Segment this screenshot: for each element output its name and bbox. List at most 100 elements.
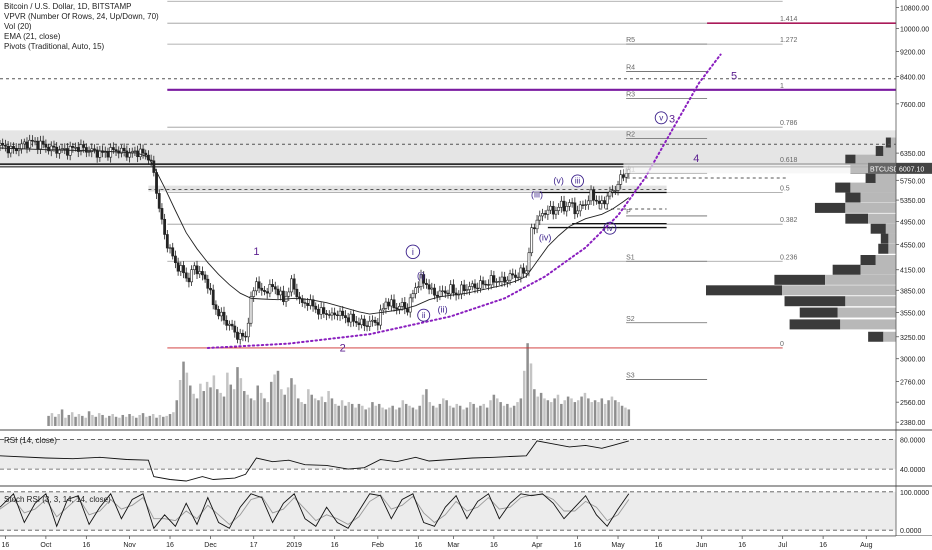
indicator-vpvr[interactable]: VPVR (Number Of Rows, 24, Up/Down, 70) xyxy=(4,12,159,21)
price-tick-label: 10800.00 xyxy=(900,6,929,13)
volume-bar xyxy=(199,383,202,426)
highlight-zone-0 xyxy=(0,130,896,167)
candle-body xyxy=(90,148,94,153)
vpvr-row-up xyxy=(885,137,891,148)
volume-bar xyxy=(506,403,509,426)
indicator-legend: Bitcoin / U.S. Dollar, 1D, BITSTAMP VPVR… xyxy=(4,2,159,52)
time-tick-label: Jun xyxy=(696,542,707,549)
fib-label: 1.618 xyxy=(780,0,798,1)
candle-body xyxy=(543,213,547,215)
candle-body xyxy=(87,151,91,153)
candle-body xyxy=(195,265,199,275)
pivot-label: R4 xyxy=(626,65,635,72)
indicator-ema[interactable]: EMA (21, close) xyxy=(4,32,61,41)
stoch-rsi-title[interactable]: Stoch RSI (3, 3, 14, 14, close) xyxy=(4,495,111,504)
volume-bar xyxy=(273,374,276,426)
time-tick-label: Apr xyxy=(532,542,544,549)
volume-bar xyxy=(293,384,297,426)
volume-bar xyxy=(84,417,87,426)
volume-bar xyxy=(560,403,563,426)
volume-bar xyxy=(452,407,455,426)
time-axis-bg xyxy=(0,536,932,550)
candle-body xyxy=(30,139,34,142)
candle-body xyxy=(344,315,347,319)
stoch-level-label: 0.0000 xyxy=(900,528,922,535)
stoch-k-line xyxy=(0,492,630,530)
candle-body xyxy=(624,173,628,178)
rsi-pane[interactable] xyxy=(0,439,896,482)
volume-bar xyxy=(91,414,94,426)
candle-body xyxy=(95,149,99,158)
candle-body xyxy=(236,331,239,340)
candle-body xyxy=(125,150,129,158)
rsi-title[interactable]: RSI (14, close) xyxy=(4,436,57,445)
volume-bar xyxy=(590,402,593,426)
vpvr-row-up xyxy=(875,145,884,156)
candle-body xyxy=(414,287,418,295)
candle-body xyxy=(6,145,10,154)
candle-body xyxy=(503,276,507,283)
pivot-label: S3 xyxy=(626,373,635,380)
fib-label: 0.5 xyxy=(780,186,790,193)
volume-bar xyxy=(124,416,128,426)
volume-bar xyxy=(465,407,469,426)
candle-body xyxy=(403,302,407,309)
stoch-rsi-pane[interactable] xyxy=(0,491,896,531)
candle-body xyxy=(349,313,353,323)
candle-body xyxy=(600,200,604,204)
volume-bar xyxy=(253,400,256,426)
price-tick-label: 7600.00 xyxy=(900,102,925,109)
price-tick-label: 3250.00 xyxy=(900,335,925,342)
volume-bar xyxy=(212,375,216,426)
candle-body xyxy=(478,280,482,289)
candle-body xyxy=(292,278,296,290)
candle-body xyxy=(549,205,552,211)
main-pane[interactable]: 0 0.236 0.382 0.5 0.618 0.786 1 1.272 1.414 1.618… xyxy=(0,0,896,428)
candle-body xyxy=(589,189,593,202)
candle-body xyxy=(66,148,69,156)
volume-bar xyxy=(408,405,411,426)
fib-label: 1 xyxy=(780,83,784,90)
candle-body xyxy=(317,308,320,315)
candle-body xyxy=(592,189,596,201)
volume-bar xyxy=(286,387,290,426)
candle-body xyxy=(165,234,169,249)
volume-bar xyxy=(469,402,472,426)
volume-bar xyxy=(495,398,499,426)
volume-bar xyxy=(290,378,293,426)
volume-bar xyxy=(354,407,357,426)
rsi-level-label: 80.0000 xyxy=(900,437,925,444)
candle-body xyxy=(74,147,77,149)
volume-bar xyxy=(347,402,351,426)
volume-bar xyxy=(583,392,587,426)
candle-body xyxy=(465,289,469,291)
volume-bar xyxy=(226,372,229,426)
price-tick-label: 10000.00 xyxy=(900,27,929,34)
candle-body xyxy=(187,277,191,283)
indicator-volume[interactable]: Vol (20) xyxy=(4,22,32,31)
candle-body xyxy=(211,289,215,306)
candle-body xyxy=(519,267,523,278)
candle-body xyxy=(487,284,490,286)
indicator-pivots[interactable]: Pivots (Traditional, Auto, 15) xyxy=(4,42,105,51)
symbol-title[interactable]: Bitcoin / U.S. Dollar, 1D, BITSTAMP xyxy=(4,2,132,11)
volume-bar xyxy=(489,400,492,426)
price-tick-label: 8400.00 xyxy=(900,74,925,81)
fib-label: 1.272 xyxy=(780,37,798,44)
candle-body xyxy=(60,148,64,150)
fib-label: 0.382 xyxy=(780,217,798,224)
price-tick-label: 2560.00 xyxy=(900,400,925,407)
volume-bar xyxy=(145,416,148,426)
candle-body xyxy=(41,140,45,145)
candle-body xyxy=(441,290,445,292)
candle-body xyxy=(227,323,231,326)
candle-body xyxy=(111,147,115,150)
volume-bar xyxy=(202,391,206,426)
candle-body xyxy=(260,287,264,291)
volume-bar xyxy=(215,389,219,426)
wave-label: (iv) xyxy=(539,232,552,242)
volume-bar xyxy=(320,396,324,426)
